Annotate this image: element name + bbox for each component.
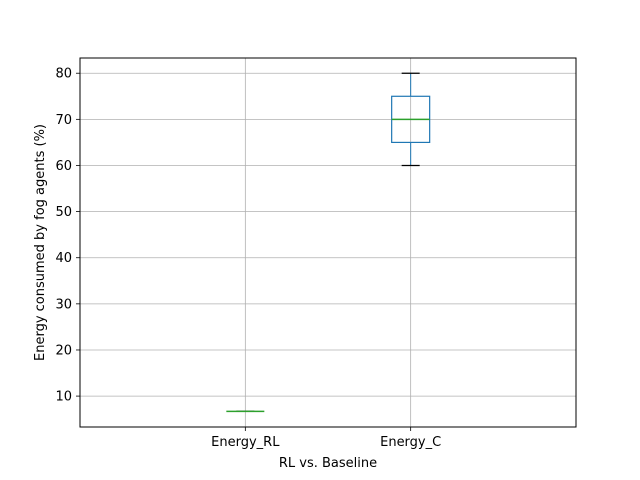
y-tick-label: 10	[55, 390, 72, 405]
box-layer	[226, 72, 431, 413]
x-axis-label: RL vs. Baseline	[279, 456, 377, 471]
x-tick-label: Energy_C	[380, 435, 441, 450]
y-tick-label: 70	[55, 113, 72, 128]
grid-layer	[80, 58, 576, 427]
y-axis-label: Energy consumed by fog agents (%)	[33, 124, 48, 361]
plot-frame	[79, 57, 577, 428]
tick-layer: 10 20 30 40 50 60 70 80 Energy_RL Energy_C	[55, 67, 441, 450]
y-tick-label: 20	[55, 343, 72, 358]
y-tick-label: 30	[55, 297, 72, 312]
x-tick-label: Energy_RL	[211, 435, 280, 450]
y-tick-label: 60	[55, 159, 72, 174]
y-tick-label: 50	[55, 205, 72, 220]
y-tick-label: 40	[55, 251, 72, 266]
y-tick-label: 80	[55, 67, 72, 82]
